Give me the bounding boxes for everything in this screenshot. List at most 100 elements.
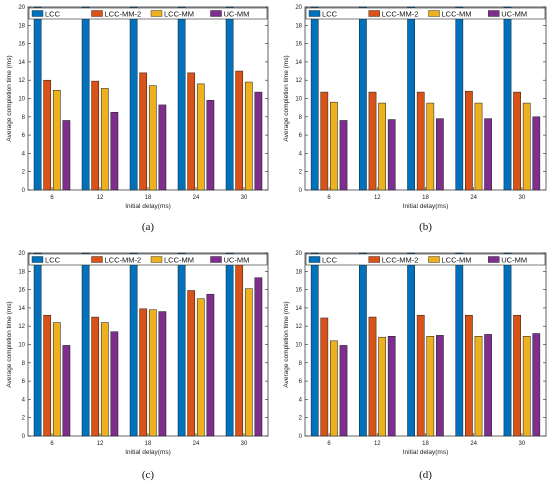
y-tick-label: 6 bbox=[299, 133, 303, 139]
y-tick-label: 0 bbox=[22, 434, 26, 440]
bar-uc-mm bbox=[484, 334, 492, 437]
bar-lcc-mm bbox=[52, 322, 61, 437]
legend-label-lcc-mm: LCC-MM bbox=[164, 255, 194, 264]
bar-uc-mm bbox=[436, 335, 444, 437]
y-axis-label: Average completion time (ms) bbox=[6, 301, 13, 387]
legend-swatch-uc-mm bbox=[210, 10, 222, 17]
y-tick-label: 6 bbox=[299, 379, 303, 385]
y-tick-label: 12 bbox=[295, 78, 302, 84]
y-tick-label: 0 bbox=[299, 434, 303, 440]
y-tick-label: 4 bbox=[22, 397, 26, 403]
legend-label-uc-mm: UC-MM bbox=[501, 255, 527, 264]
bar-uc-mm bbox=[387, 336, 396, 437]
y-tick-label: 20 bbox=[18, 251, 25, 257]
bar-lcc-mm bbox=[426, 336, 435, 437]
x-tick-label: 18 bbox=[145, 195, 152, 201]
bar-lcc bbox=[359, 6, 367, 191]
bar-lcc-mm-2 bbox=[465, 90, 473, 191]
bar-lcc bbox=[81, 252, 90, 437]
bar-lcc-mm bbox=[100, 322, 109, 437]
bar-lcc-mm bbox=[244, 288, 253, 437]
x-tick-label: 6 bbox=[327, 195, 331, 201]
bar-lcc bbox=[177, 6, 186, 191]
x-tick-label: 12 bbox=[97, 195, 104, 201]
y-tick-label: 14 bbox=[18, 60, 25, 66]
bar-lcc-mm-2 bbox=[235, 70, 244, 191]
y-tick-label: 20 bbox=[18, 5, 25, 11]
panel-caption: (d) bbox=[419, 469, 432, 481]
bar-uc-mm bbox=[339, 345, 348, 437]
bar-lcc bbox=[310, 6, 319, 191]
y-tick-label: 8 bbox=[299, 361, 303, 367]
bar-lcc-mm bbox=[148, 309, 157, 437]
x-tick-label: 12 bbox=[374, 441, 381, 447]
y-tick-label: 14 bbox=[18, 306, 25, 312]
bar-lcc bbox=[33, 6, 42, 191]
legend-label-lcc: LCC bbox=[322, 9, 338, 18]
y-tick-label: 12 bbox=[18, 324, 25, 330]
y-tick-label: 18 bbox=[18, 269, 25, 275]
bar-uc-mm bbox=[206, 293, 215, 437]
legend-label-lcc: LCC bbox=[322, 255, 338, 264]
legend-label-uc-mm: UC-MM bbox=[224, 9, 250, 18]
legend-label-lcc-mm-2: LCC-MM-2 bbox=[382, 255, 419, 264]
legend-swatch-lcc-mm-2 bbox=[91, 256, 103, 263]
bar-lcc bbox=[455, 6, 464, 191]
y-tick-label: 14 bbox=[295, 60, 302, 66]
bar-lcc-mm-2 bbox=[368, 91, 377, 191]
legend-label-lcc-mm-2: LCC-MM-2 bbox=[105, 255, 142, 264]
legend-label-lcc: LCC bbox=[45, 9, 61, 18]
x-tick-label: 24 bbox=[193, 441, 200, 447]
legend: LCC LCC-MM-2 LCC-MM UC-MM bbox=[28, 253, 268, 266]
bar-lcc-mm bbox=[330, 101, 338, 191]
bar-uc-mm bbox=[532, 116, 541, 191]
bar-uc-mm bbox=[254, 277, 263, 437]
bar-lcc-mm bbox=[244, 81, 253, 191]
bar-lcc-mm bbox=[426, 102, 435, 191]
x-tick-label: 24 bbox=[470, 195, 477, 201]
bar-lcc bbox=[407, 6, 415, 191]
x-tick-label: 30 bbox=[241, 441, 248, 447]
legend-swatch-lcc-mm-2 bbox=[368, 256, 380, 263]
bar-lcc-mm bbox=[330, 340, 338, 437]
y-axis-label: Average completion time (ms) bbox=[283, 301, 290, 387]
legend-swatch-lcc bbox=[308, 10, 321, 17]
y-tick-label: 18 bbox=[295, 23, 302, 29]
y-tick-label: 4 bbox=[299, 151, 303, 157]
y-tick-label: 0 bbox=[299, 188, 303, 194]
bar-uc-mm bbox=[339, 120, 348, 191]
bar-uc-mm bbox=[436, 118, 444, 191]
y-tick-label: 10 bbox=[295, 343, 302, 349]
legend-label-lcc-mm: LCC-MM bbox=[442, 9, 472, 18]
x-axis-label: Initial delay(ms) bbox=[403, 449, 449, 456]
y-tick-label: 8 bbox=[299, 115, 303, 121]
legend-swatch-lcc-mm bbox=[428, 256, 440, 263]
y-tick-label: 8 bbox=[22, 115, 26, 121]
legend-label-lcc-mm-2: LCC-MM-2 bbox=[105, 9, 142, 18]
bar-lcc bbox=[33, 252, 42, 437]
x-tick-label: 6 bbox=[50, 195, 54, 201]
y-tick-label: 18 bbox=[18, 23, 25, 29]
bar-lcc-mm bbox=[522, 336, 531, 437]
bar-lcc bbox=[225, 6, 234, 191]
x-tick-label: 18 bbox=[422, 441, 429, 447]
legend-swatch-uc-mm bbox=[488, 10, 500, 17]
bar-lcc-mm bbox=[196, 298, 205, 437]
bar-lcc bbox=[503, 252, 512, 437]
y-tick-label: 4 bbox=[22, 151, 26, 157]
legend: LCC LCC-MM-2 LCC-MM UC-MM bbox=[305, 7, 546, 20]
legend-label-lcc-mm: LCC-MM bbox=[442, 255, 472, 264]
panel-caption: (b) bbox=[419, 221, 432, 233]
x-tick-label: 12 bbox=[97, 441, 104, 447]
bar-lcc-mm bbox=[196, 83, 205, 191]
bar-uc-mm bbox=[62, 120, 71, 191]
x-tick-label: 6 bbox=[50, 441, 54, 447]
y-tick-label: 6 bbox=[22, 379, 26, 385]
bar-lcc bbox=[81, 6, 90, 191]
bar-lcc bbox=[225, 252, 234, 437]
bar-lcc-mm bbox=[100, 88, 109, 191]
bar-lcc bbox=[407, 252, 415, 437]
